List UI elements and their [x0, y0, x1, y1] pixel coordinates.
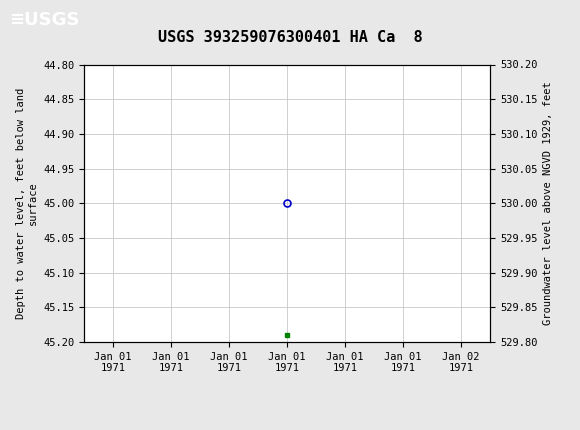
Text: ≡USGS: ≡USGS	[9, 11, 79, 29]
Y-axis label: Groundwater level above NGVD 1929, feet: Groundwater level above NGVD 1929, feet	[543, 81, 553, 325]
Y-axis label: Depth to water level, feet below land
surface: Depth to water level, feet below land su…	[16, 88, 38, 319]
Text: USGS 393259076300401 HA Ca  8: USGS 393259076300401 HA Ca 8	[158, 30, 422, 45]
